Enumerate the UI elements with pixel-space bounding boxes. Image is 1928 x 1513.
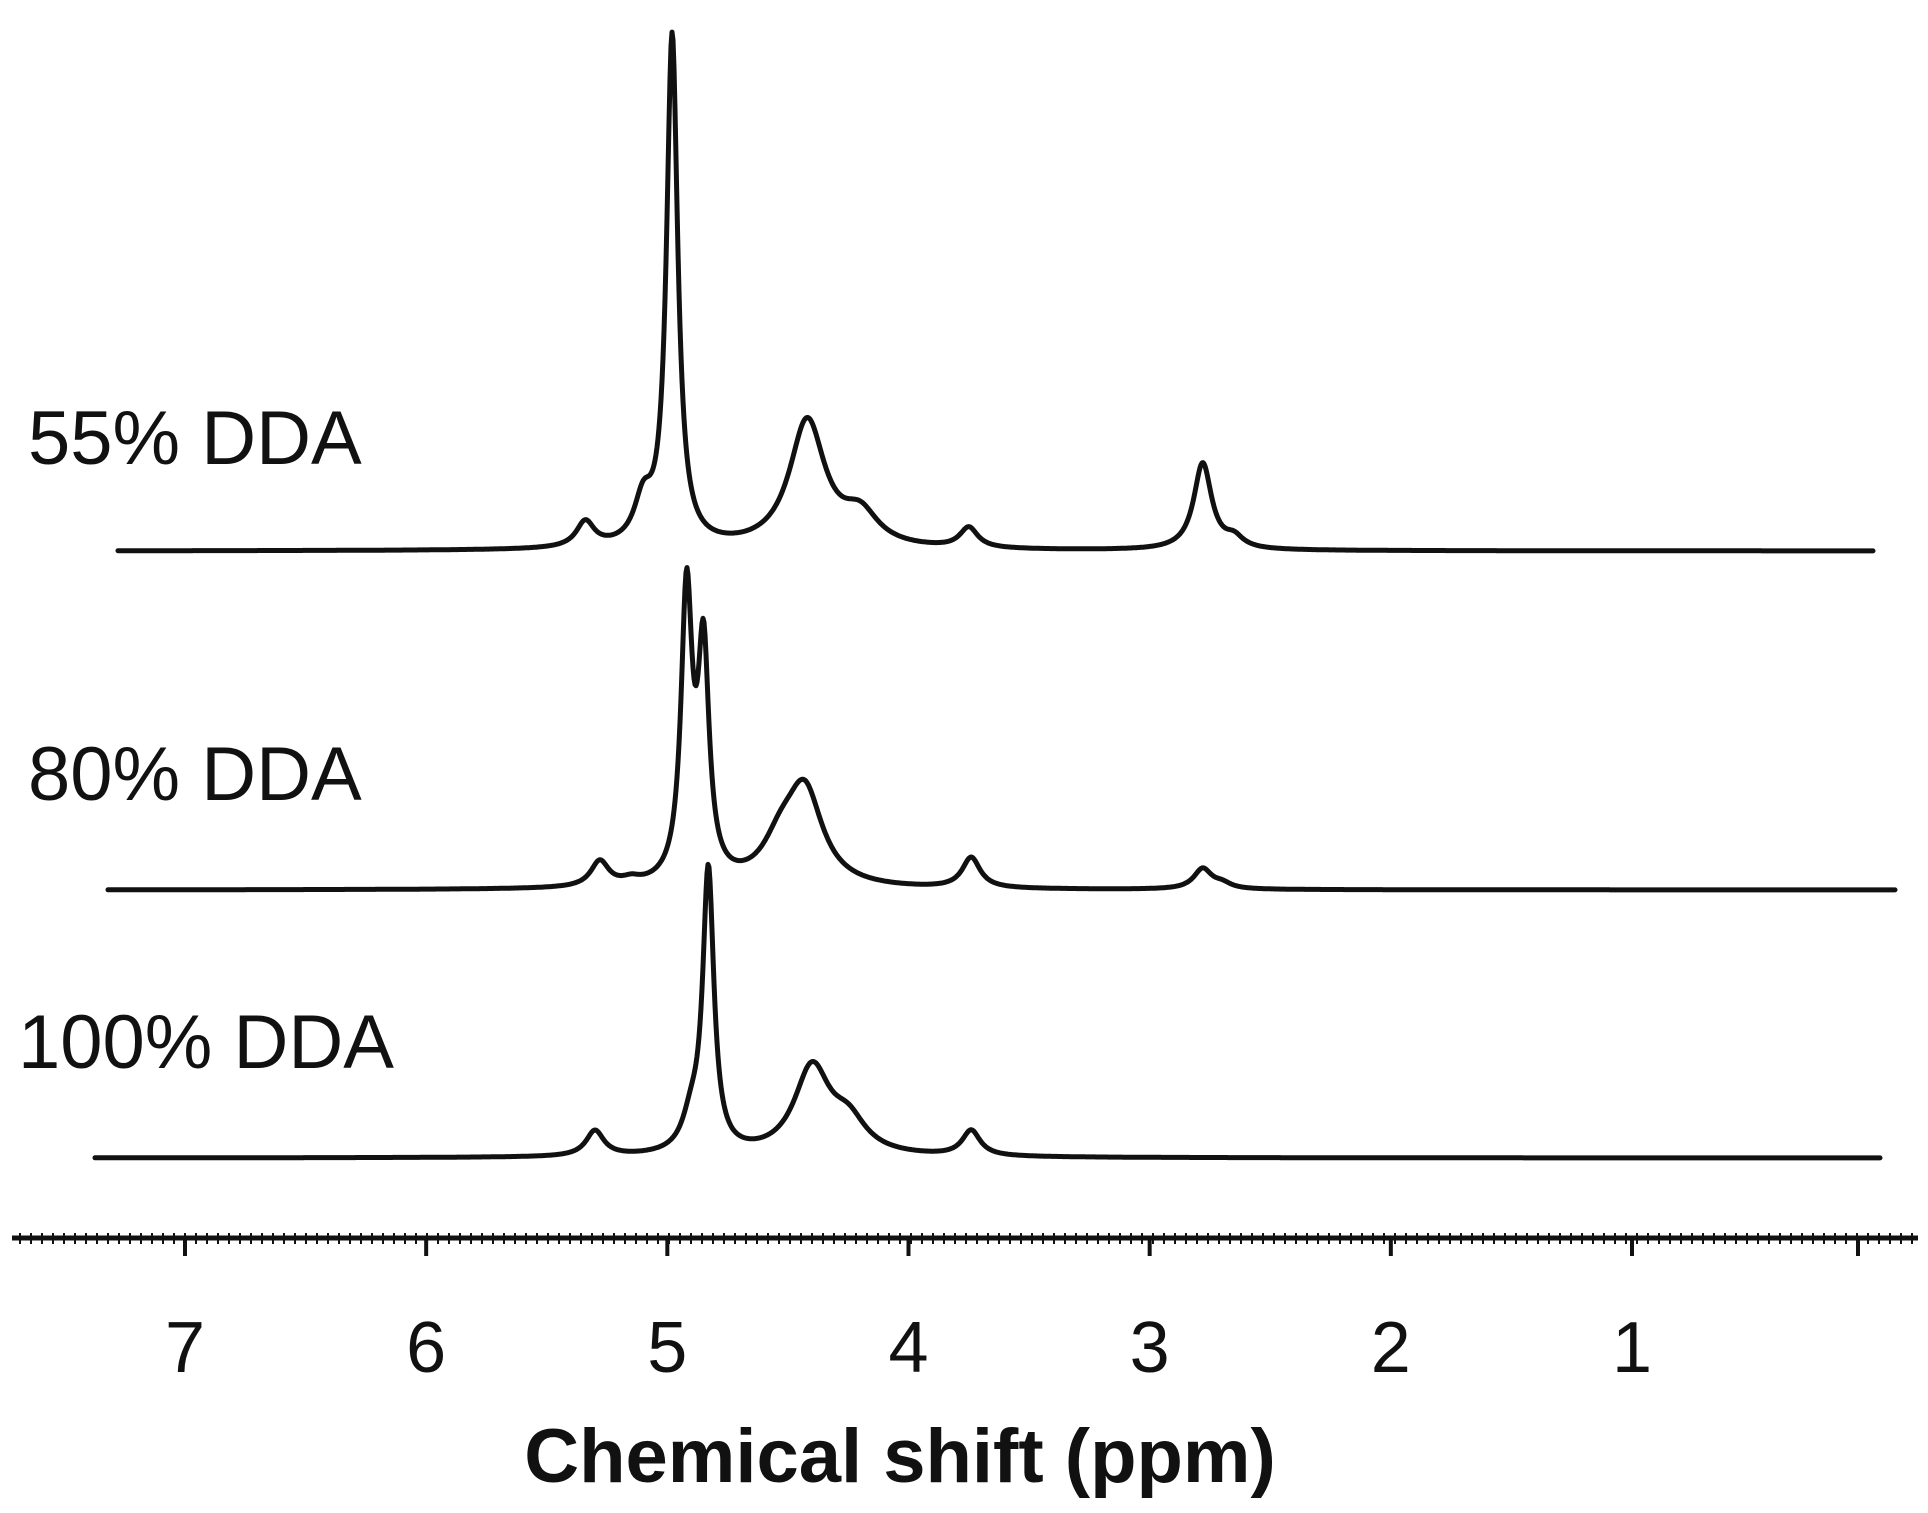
x-tick-label: 4	[888, 1308, 928, 1388]
x-axis-major-ticks	[183, 1238, 1860, 1256]
x-tick-label: 3	[1130, 1308, 1170, 1388]
spectra-traces	[92, 29, 1898, 1161]
x-tick-label: 6	[406, 1308, 446, 1388]
x-tick-label: 1	[1612, 1308, 1652, 1388]
x-tick-label: 5	[647, 1308, 687, 1388]
x-axis: 7 6 5 4 3 2 1	[12, 1233, 1918, 1388]
series-label-2: 80% DDA	[28, 732, 362, 817]
x-tick-label: 7	[165, 1308, 205, 1388]
spectrum-trace-1	[115, 29, 1876, 554]
series-label-1: 55% DDA	[28, 396, 362, 481]
spectrum-trace-2	[105, 565, 1898, 893]
series-label-3: 100% DDA	[18, 1000, 394, 1085]
x-axis-tick-labels: 7 6 5 4 3 2 1	[165, 1308, 1652, 1388]
series-labels: 55% DDA 80% DDA 100% DDA	[18, 396, 394, 1085]
x-tick-label: 2	[1371, 1308, 1411, 1388]
x-axis-title: Chemical shift (ppm)	[524, 1414, 1276, 1499]
x-axis-minor-ticks	[19, 1233, 1913, 1244]
spectrum-trace-3	[92, 861, 1883, 1161]
